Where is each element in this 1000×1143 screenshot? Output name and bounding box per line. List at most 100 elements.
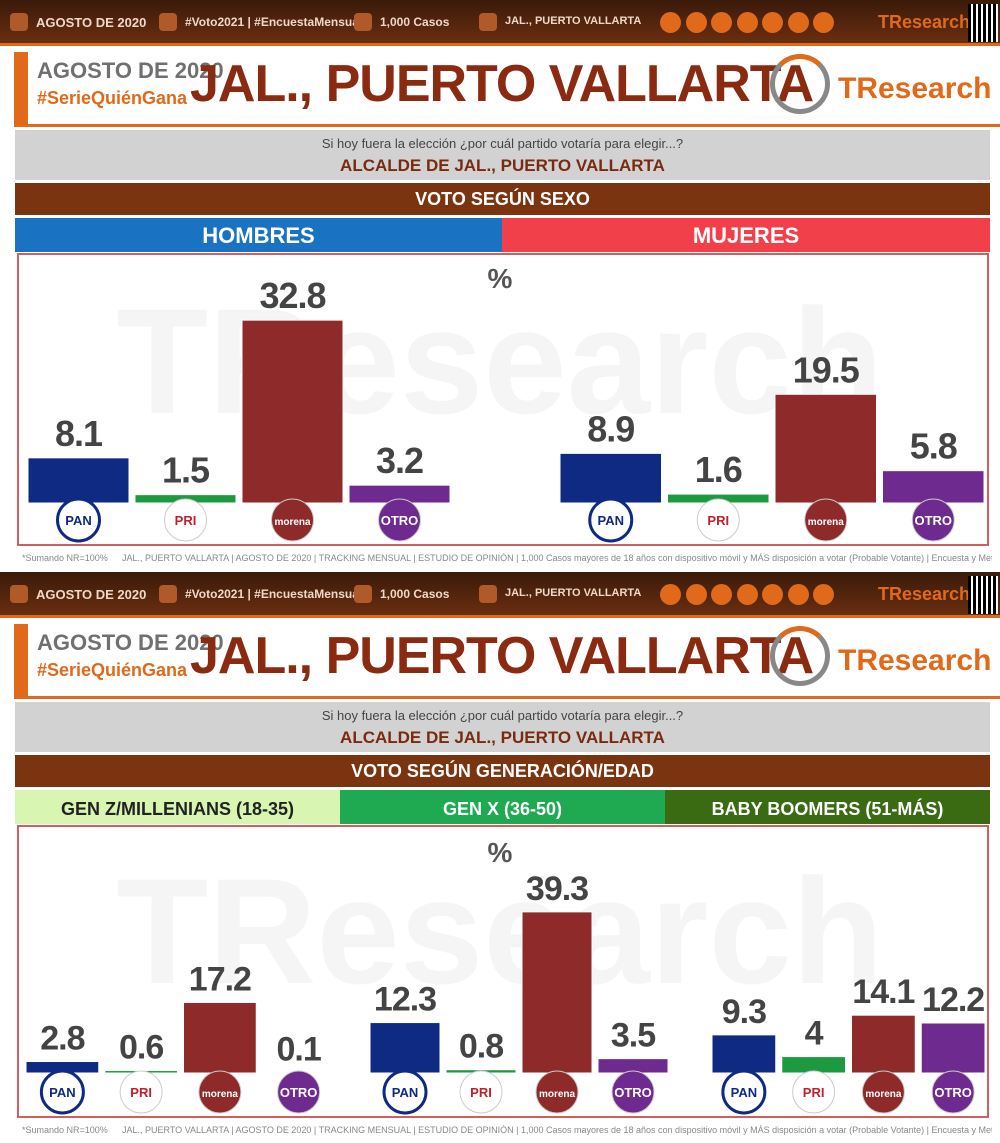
party-logo xyxy=(911,498,955,542)
group-header xyxy=(15,218,502,252)
percent-label: % xyxy=(488,263,513,294)
bar xyxy=(711,1034,777,1074)
header-accent xyxy=(14,624,28,698)
percent-label: % xyxy=(488,837,513,868)
question-band: Si hoy fuera la elección ¿por cuál parti… xyxy=(15,130,990,180)
header-title: JAL., PUERTO VALLARTA xyxy=(190,627,814,685)
strip-icon xyxy=(10,13,28,31)
bar xyxy=(774,393,877,504)
strip-date: AGOSTO DE 2020 xyxy=(36,15,147,30)
note: *Sumando NR=100% xyxy=(22,1125,108,1135)
group-title: HOMBRES xyxy=(202,223,314,248)
value-label: 2.8 xyxy=(40,1020,84,1058)
social-icon xyxy=(762,12,783,33)
watermark: TResearch xyxy=(116,847,883,1015)
value-label: 9.3 xyxy=(722,993,766,1031)
strip-place: JAL., PUERTO VALLARTA xyxy=(505,15,642,27)
header-line xyxy=(14,124,1000,127)
group-title: MUJERES xyxy=(693,223,799,248)
value-label: 12.3 xyxy=(374,981,436,1019)
question: Si hoy fuera la elección ¿por cuál parti… xyxy=(321,708,684,723)
party-logo xyxy=(931,1070,975,1114)
header-accent xyxy=(14,52,28,126)
value-label: 32.8 xyxy=(259,275,325,316)
note: *Sumando NR=100% xyxy=(22,553,108,563)
group-header xyxy=(340,790,665,824)
qr-code xyxy=(968,576,998,614)
bar xyxy=(369,1022,441,1074)
social-icon xyxy=(762,584,783,605)
value-label: 3.2 xyxy=(376,440,423,481)
party-name: PAN xyxy=(49,1085,75,1100)
header-brand: TResearch xyxy=(838,72,992,105)
party-name: morena xyxy=(539,1089,576,1100)
bar xyxy=(920,1022,986,1074)
group-header xyxy=(502,218,990,252)
party-logo xyxy=(792,1070,836,1114)
strip-icon xyxy=(10,585,28,603)
party-logo xyxy=(804,498,848,542)
value-label: 12.2 xyxy=(922,981,984,1019)
header-brand: TResearch xyxy=(838,644,992,677)
header: AGOSTO DE 2020 #SerieQuiénGana JAL., PUERT… xyxy=(0,50,1000,128)
strip-icon xyxy=(354,585,372,603)
strip-icon xyxy=(159,585,177,603)
strip-tags: #Voto2021 | #EncuestaMensual xyxy=(185,15,363,29)
footer: JAL., PUERTO VALLARTA | AGOSTO DE 2020 |… xyxy=(122,553,992,563)
header-date: AGOSTO DE 2020 xyxy=(37,58,224,83)
bar xyxy=(521,911,593,1074)
bar xyxy=(882,470,985,504)
qr-code xyxy=(968,4,998,42)
header-line xyxy=(14,696,1000,699)
value-label: 4 xyxy=(805,1015,824,1053)
party-name: morena xyxy=(202,1089,239,1100)
party-logo xyxy=(271,498,314,542)
strip-date: AGOSTO DE 2020 xyxy=(36,587,147,602)
header-title: JAL., PUERTO VALLARTA xyxy=(190,55,814,113)
value-label: 0.6 xyxy=(119,1029,163,1067)
value-label: 1.6 xyxy=(695,449,742,490)
party-logo xyxy=(119,1070,163,1114)
footer: JAL., PUERTO VALLARTA | AGOSTO DE 2020 |… xyxy=(122,1125,992,1135)
strip-cases: 1,000 Casos xyxy=(380,587,450,601)
party-name: PAN xyxy=(65,513,91,528)
question: Si hoy fuera la elección ¿por cuál parti… xyxy=(321,136,684,151)
party-logo xyxy=(696,498,740,542)
party-name: morena xyxy=(274,517,311,528)
value-label: 0.8 xyxy=(459,1028,503,1066)
social-icon xyxy=(736,12,758,33)
value-label: 0.1 xyxy=(276,1031,320,1069)
party-logo xyxy=(861,1070,905,1114)
strip-place: JAL., PUERTO VALLARTA xyxy=(505,587,642,599)
top-strip: AGOSTO DE 2020 #Voto2021 | #EncuestaMensu… xyxy=(0,572,1000,618)
watermark: TResearch xyxy=(116,277,883,445)
party-name: OTRO xyxy=(280,1085,318,1100)
bar xyxy=(851,1014,916,1074)
header-date: AGOSTO DE 2020 xyxy=(37,630,224,655)
bar xyxy=(27,457,130,504)
party-logo xyxy=(378,498,421,542)
group-title: BABY BOOMERS (51-MÁS) xyxy=(712,798,944,819)
value-label: 17.2 xyxy=(189,960,251,998)
strip-icon xyxy=(479,585,497,603)
party-logo xyxy=(611,1070,655,1114)
party-logo xyxy=(198,1070,242,1114)
top-strip: AGOSTO DE 2020 #Voto2021 | #EncuestaMensu… xyxy=(0,0,1000,46)
logo-icon xyxy=(770,54,830,114)
bar xyxy=(183,1001,257,1074)
value-label: 14.1 xyxy=(852,973,914,1011)
strip-icon xyxy=(479,13,497,31)
chart: TResearch% HOMBRES 8.1 PAN 1.5 PRI 32.8 morena 3… xyxy=(15,218,990,546)
party-logo xyxy=(39,1069,85,1115)
party-logo xyxy=(721,1069,767,1115)
strip-icon xyxy=(354,13,372,31)
social-icon xyxy=(736,584,758,605)
section-title: VOTO SEGÚN GENERACIÓN/EDAD xyxy=(15,755,990,787)
question-band: Si hoy fuera la elección ¿por cuál parti… xyxy=(15,702,990,752)
chart: TResearch% GEN Z/MILLENIANS (18-35) 2.8 PAN… xyxy=(15,790,990,1118)
value-label: 39.3 xyxy=(526,870,588,908)
party-name: PRI xyxy=(470,1085,492,1100)
party-name: OTRO xyxy=(614,1085,652,1100)
social-icon xyxy=(660,12,681,33)
